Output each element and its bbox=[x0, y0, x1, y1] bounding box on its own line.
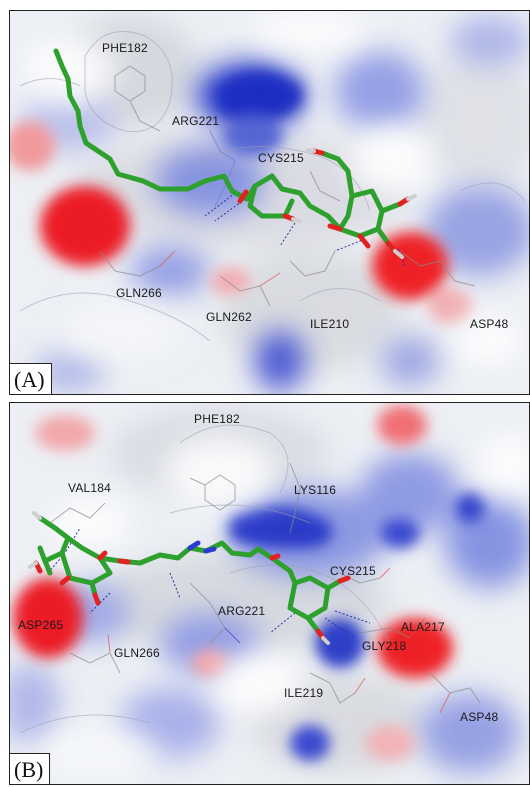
residue-label-phe182: PHE182 bbox=[194, 412, 240, 426]
residue-label-ile219: ILE219 bbox=[284, 686, 323, 700]
residue-label-gln262: GLN262 bbox=[206, 310, 252, 324]
residue-label-cys215: CYS215 bbox=[330, 564, 376, 578]
residue-label-val184: VAL184 bbox=[68, 481, 111, 495]
panel-tag-b: (B) bbox=[10, 753, 50, 784]
residue-label-gln266: GLN266 bbox=[116, 286, 162, 300]
residue-label-lys116: LYS116 bbox=[294, 483, 336, 497]
panel-tag-a: (A) bbox=[10, 363, 52, 394]
residue-label-phe182: PHE182 bbox=[102, 41, 148, 55]
panel-b-surface-render bbox=[10, 403, 530, 785]
panel-a: PHE182 ARG221 CYS215 GLN266 GLN262 ILE21… bbox=[9, 10, 530, 395]
residue-label-cys215: CYS215 bbox=[258, 151, 304, 165]
residue-label-gln266: GLN266 bbox=[114, 646, 160, 660]
residue-label-ile210: ILE210 bbox=[310, 317, 349, 331]
panel-b: PHE182 LYS116 VAL184 CYS215 ARG221 ALA21… bbox=[9, 402, 530, 785]
residue-label-gly218: GLY218 bbox=[362, 639, 406, 653]
residue-label-asp265: ASP265 bbox=[18, 618, 63, 632]
panel-a-surface-render bbox=[10, 11, 530, 395]
residue-label-asp48: ASP48 bbox=[470, 317, 508, 331]
residue-label-arg221: ARG221 bbox=[218, 604, 265, 618]
residue-label-ala217: ALA217 bbox=[401, 620, 445, 634]
residue-label-arg221: ARG221 bbox=[172, 114, 219, 128]
residue-label-asp48: ASP48 bbox=[460, 710, 498, 724]
